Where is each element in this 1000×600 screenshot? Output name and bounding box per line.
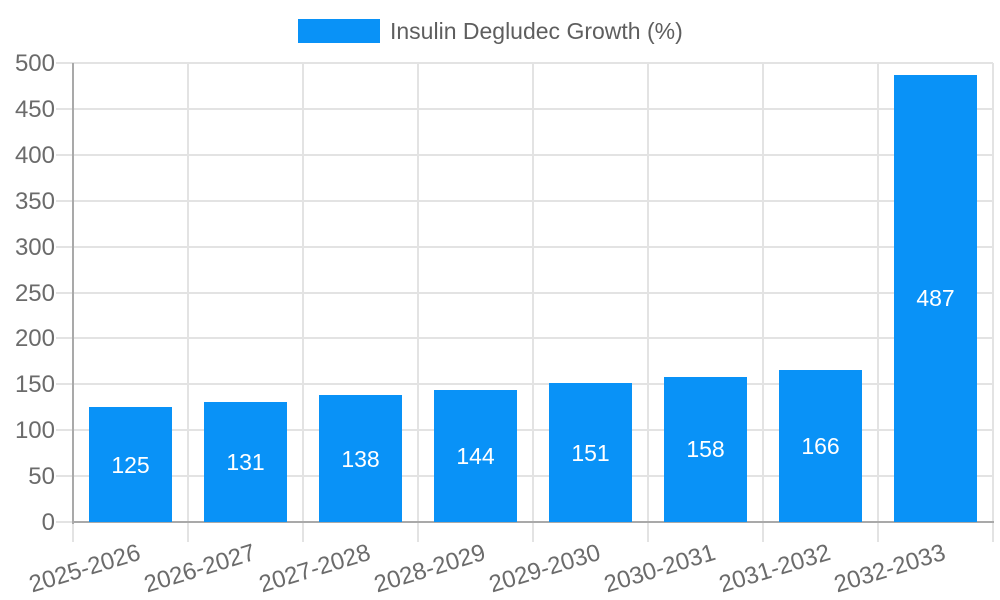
x-gridline [417,63,419,542]
y-axis-tick-label: 500 [14,50,55,77]
x-gridline [647,63,649,542]
y-gridline [56,291,993,294]
bar-2029-2030[interactable] [549,383,632,522]
y-gridline [56,62,993,64]
bar-value-label: 138 [341,445,380,472]
bar-2026-2027[interactable] [204,401,287,522]
y-gridline [56,245,993,248]
legend-color-swatch [298,19,380,43]
x-gridline [302,63,304,542]
bar-value-label: 125 [111,451,150,478]
legend-label: Insulin Degludec Growth (%) [390,18,683,44]
y-gridline [56,429,993,432]
bar-2027-2028[interactable] [319,395,402,522]
y-gridline [56,199,993,202]
y-axis-tick-label: 400 [14,141,55,169]
bar-value-label: 158 [686,436,725,463]
y-axis-tick-label: 50 [28,463,55,491]
y-axis-tick-label: 0 [41,509,55,536]
y-gridline [56,153,993,156]
y-gridline [56,337,993,340]
y-axis-tick-label: 100 [14,417,55,445]
x-gridline [877,63,879,542]
y-gridline [56,107,993,110]
bar-2030-2031[interactable] [664,376,747,522]
bar-value-label: 144 [456,442,495,469]
x-axis-line [72,521,994,523]
x-gridline [762,63,764,542]
y-gridline [56,383,993,386]
y-axis-tick-label: 200 [14,325,55,353]
y-gridline [56,475,993,478]
y-axis-tick-label: 350 [14,187,55,215]
y-axis-line [72,63,74,524]
bar-value-label: 151 [571,439,610,466]
y-axis-tick-label: 300 [14,233,55,261]
bar-value-label: 166 [801,432,840,459]
bar-value-label: 487 [916,285,955,312]
x-gridline [187,63,189,542]
y-axis-tick-label: 150 [14,371,55,399]
y-axis-tick-label: 450 [14,95,55,123]
bar-value-label: 131 [226,448,265,475]
x-gridline [992,63,994,542]
y-axis-tick-label: 250 [14,279,55,307]
bar-2028-2029[interactable] [434,389,517,522]
bar-2032-2033[interactable] [894,74,977,522]
bar-2025-2026[interactable] [89,407,172,522]
chart-legend-item[interactable]: Insulin Degludec Growth (%) [298,19,683,43]
bar-2031-2032[interactable] [779,369,862,522]
x-gridline [532,63,534,542]
